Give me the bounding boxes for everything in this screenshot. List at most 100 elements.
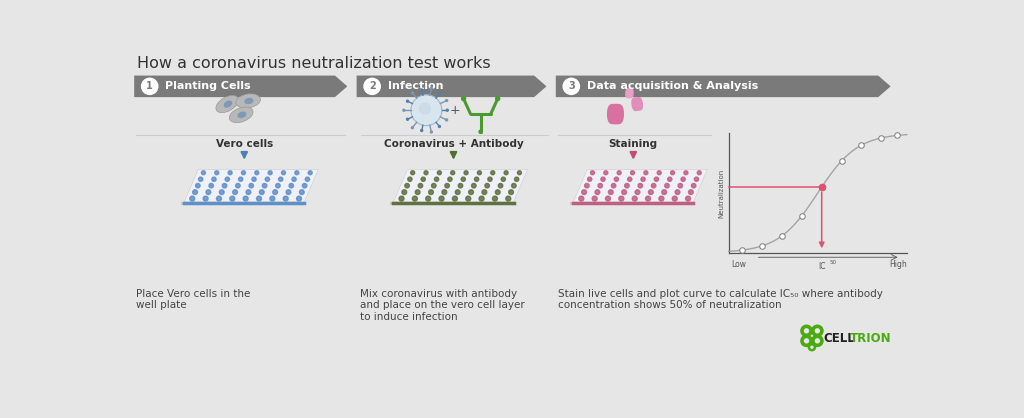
Circle shape bbox=[202, 171, 206, 175]
Circle shape bbox=[506, 196, 511, 201]
Circle shape bbox=[691, 184, 696, 188]
Circle shape bbox=[284, 196, 288, 201]
Circle shape bbox=[495, 96, 501, 102]
Circle shape bbox=[632, 196, 637, 201]
Circle shape bbox=[658, 196, 664, 201]
Circle shape bbox=[811, 334, 823, 347]
Text: Low: Low bbox=[732, 260, 746, 269]
Text: Data acquisition & Analysis: Data acquisition & Analysis bbox=[587, 82, 758, 92]
Circle shape bbox=[504, 171, 508, 175]
Circle shape bbox=[490, 171, 495, 175]
Text: Coronavirus + Antibody: Coronavirus + Antibody bbox=[384, 139, 523, 149]
Ellipse shape bbox=[229, 107, 253, 122]
Circle shape bbox=[193, 190, 198, 194]
Circle shape bbox=[611, 184, 615, 188]
Text: Neutralization: Neutralization bbox=[718, 168, 724, 218]
Circle shape bbox=[270, 196, 274, 201]
Circle shape bbox=[474, 177, 479, 181]
Text: 50: 50 bbox=[829, 260, 837, 265]
Circle shape bbox=[411, 91, 414, 94]
Circle shape bbox=[282, 171, 286, 175]
Polygon shape bbox=[556, 76, 891, 97]
Circle shape bbox=[804, 328, 809, 334]
Circle shape bbox=[686, 196, 690, 201]
Circle shape bbox=[434, 177, 438, 181]
Circle shape bbox=[399, 196, 404, 201]
Text: Place Vero cells in the
well plate: Place Vero cells in the well plate bbox=[136, 289, 250, 311]
Circle shape bbox=[622, 190, 627, 194]
Polygon shape bbox=[184, 170, 318, 202]
Circle shape bbox=[239, 177, 243, 181]
Circle shape bbox=[618, 196, 624, 201]
Circle shape bbox=[411, 95, 442, 126]
Polygon shape bbox=[631, 97, 643, 111]
Circle shape bbox=[259, 190, 264, 194]
Circle shape bbox=[222, 184, 226, 188]
Text: IC: IC bbox=[818, 262, 826, 271]
Circle shape bbox=[302, 184, 307, 188]
Circle shape bbox=[256, 196, 261, 201]
Circle shape bbox=[364, 78, 380, 94]
Circle shape bbox=[246, 190, 251, 194]
Circle shape bbox=[592, 196, 597, 201]
Circle shape bbox=[225, 177, 229, 181]
Circle shape bbox=[675, 190, 680, 194]
Circle shape bbox=[461, 177, 465, 181]
Circle shape bbox=[243, 196, 248, 201]
Circle shape bbox=[411, 126, 414, 130]
Circle shape bbox=[447, 177, 452, 181]
Circle shape bbox=[466, 196, 471, 201]
Polygon shape bbox=[607, 104, 624, 124]
Polygon shape bbox=[625, 88, 634, 99]
Polygon shape bbox=[134, 76, 347, 97]
Circle shape bbox=[215, 171, 219, 175]
Polygon shape bbox=[356, 76, 547, 97]
Circle shape bbox=[631, 171, 635, 175]
Circle shape bbox=[444, 184, 450, 188]
Circle shape bbox=[810, 346, 814, 349]
Circle shape bbox=[272, 190, 278, 194]
Circle shape bbox=[464, 171, 468, 175]
Circle shape bbox=[219, 190, 224, 194]
Circle shape bbox=[292, 177, 296, 181]
Circle shape bbox=[199, 177, 203, 181]
Circle shape bbox=[431, 184, 436, 188]
Circle shape bbox=[477, 171, 481, 175]
Circle shape bbox=[579, 196, 584, 201]
Circle shape bbox=[614, 177, 618, 181]
Circle shape bbox=[651, 184, 655, 188]
Circle shape bbox=[444, 99, 449, 102]
Circle shape bbox=[804, 338, 809, 344]
Circle shape bbox=[509, 190, 513, 194]
Circle shape bbox=[229, 196, 234, 201]
Circle shape bbox=[657, 171, 662, 175]
Text: How a coronavirus neutralization test works: How a coronavirus neutralization test wo… bbox=[137, 56, 490, 71]
Circle shape bbox=[604, 171, 608, 175]
Circle shape bbox=[442, 190, 446, 194]
Circle shape bbox=[297, 196, 301, 201]
Circle shape bbox=[402, 190, 407, 194]
Circle shape bbox=[671, 171, 675, 175]
Text: Mix coronavirus with antibody
and place on the vero cell layer
to induce infecti: Mix coronavirus with antibody and place … bbox=[360, 289, 525, 322]
Circle shape bbox=[212, 177, 216, 181]
Circle shape bbox=[625, 184, 629, 188]
Text: +: + bbox=[450, 104, 461, 117]
Circle shape bbox=[688, 190, 693, 194]
Circle shape bbox=[815, 338, 820, 344]
Circle shape bbox=[815, 328, 820, 334]
Circle shape bbox=[421, 177, 425, 181]
Circle shape bbox=[453, 196, 458, 201]
Circle shape bbox=[444, 118, 449, 122]
Polygon shape bbox=[393, 170, 527, 202]
Circle shape bbox=[684, 171, 688, 175]
Circle shape bbox=[591, 171, 595, 175]
Ellipse shape bbox=[236, 94, 260, 108]
Circle shape bbox=[469, 190, 473, 194]
Circle shape bbox=[648, 190, 653, 194]
Circle shape bbox=[305, 177, 309, 181]
Circle shape bbox=[482, 190, 486, 194]
Circle shape bbox=[588, 177, 592, 181]
Circle shape bbox=[419, 102, 431, 115]
Circle shape bbox=[451, 171, 455, 175]
Circle shape bbox=[308, 171, 312, 175]
